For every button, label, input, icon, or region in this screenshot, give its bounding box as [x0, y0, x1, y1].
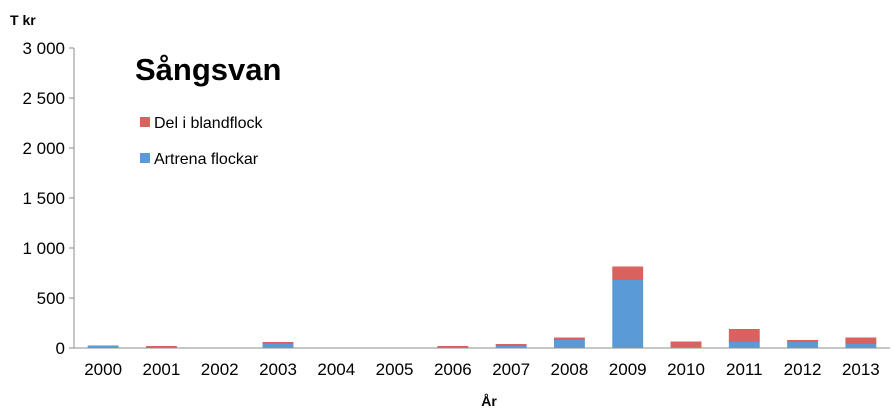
bar-artrena-flockar-2007	[495, 346, 527, 348]
x-tick-label: 2005	[376, 360, 414, 379]
x-tick-label: 2006	[434, 360, 472, 379]
bar-artrena-flockar-2009	[612, 280, 644, 348]
x-tick-label: 2003	[259, 360, 297, 379]
chart-title: Sångsvan	[135, 52, 281, 87]
legend-label-artrena-flockar: Artrena flockar	[154, 151, 259, 168]
x-tick-label: 2008	[551, 360, 589, 379]
x-tick-label: 2001	[143, 360, 181, 379]
bar-artrena-flockar-2008	[553, 340, 585, 348]
bar-del-i-blandflock-2003	[262, 342, 294, 344]
x-tick-label: 2010	[667, 360, 705, 379]
y-tick-label: 500	[37, 289, 65, 308]
y-tick-label: 0	[56, 339, 65, 358]
y-tick-label: 3 000	[22, 39, 65, 58]
bar-del-i-blandflock-2009	[612, 266, 644, 280]
x-axis-title: År	[481, 393, 497, 409]
bar-del-i-blandflock-2013	[845, 337, 877, 344]
bar-artrena-flockar-2012	[787, 342, 819, 348]
x-tick-label: 2011	[726, 360, 763, 379]
y-tick-label: 1 000	[22, 239, 65, 258]
x-tick-label: 2000	[84, 360, 122, 379]
bar-del-i-blandflock-2006	[437, 346, 469, 348]
bar-del-i-blandflock-2011	[728, 329, 760, 342]
legend-swatch-artrena-flockar	[140, 153, 150, 163]
bar-del-i-blandflock-2000	[87, 345, 119, 346]
x-tick-label: 2012	[784, 360, 822, 379]
bar-del-i-blandflock-2007	[495, 344, 527, 346]
legend-swatch-del-i-blandflock	[140, 117, 150, 127]
bar-del-i-blandflock-2010	[670, 341, 702, 347]
bars	[87, 266, 877, 348]
bar-del-i-blandflock-2012	[787, 340, 819, 342]
x-axis: 2000 2001 2002 2003 2004 2005 2006 2007 2008 2009…	[74, 347, 890, 379]
y-tick-label: 2 500	[22, 89, 65, 108]
legend: Del i blandflock Artrena flockar	[140, 115, 264, 168]
y-tick-label: 1 500	[22, 189, 65, 208]
x-tick-label: 2009	[609, 360, 647, 379]
y-tick-label: 2 000	[22, 139, 65, 158]
x-tick-label: 2007	[492, 360, 530, 379]
bar-artrena-flockar-2003	[262, 344, 294, 348]
bar-artrena-flockar-2000	[87, 346, 119, 348]
bar-del-i-blandflock-2001	[145, 346, 177, 348]
x-tick-label: 2013	[842, 360, 880, 379]
y-axis-title: T kr	[10, 12, 36, 28]
bar-artrena-flockar-2011	[728, 342, 760, 348]
bar-artrena-flockar-2013	[845, 344, 877, 348]
bar-del-i-blandflock-2008	[553, 337, 585, 340]
legend-label-del-i-blandflock: Del i blandflock	[154, 115, 264, 132]
x-tick-label: 2004	[317, 360, 355, 379]
x-tick-label: 2002	[201, 360, 239, 379]
y-axis: 0 500 1 000 1 500 2 000 2 500 3 000	[22, 39, 75, 358]
